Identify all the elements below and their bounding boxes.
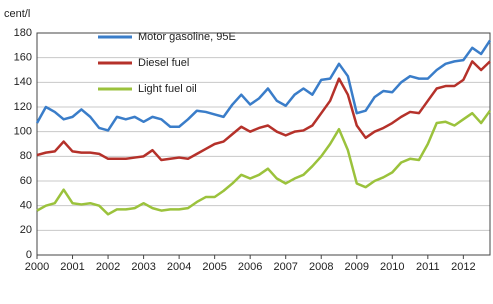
x-tick-label: 2005 — [202, 261, 226, 273]
x-tick-label: 2008 — [309, 261, 333, 273]
x-tick-label: 2003 — [131, 261, 155, 273]
x-tick-label: 2000 — [25, 261, 49, 273]
y-tick-label: 140 — [14, 76, 32, 88]
x-tick-label: 2010 — [380, 261, 404, 273]
legend-label: Light fuel oil — [138, 83, 197, 95]
plot-frame — [36, 32, 491, 256]
x-tick-label: 2011 — [416, 261, 440, 273]
y-tick-label: 60 — [20, 175, 32, 187]
x-tick-label: 2006 — [238, 261, 262, 273]
y-tick-label: 120 — [14, 101, 32, 113]
y-tick-label: 20 — [20, 224, 32, 236]
line-series — [36, 109, 492, 216]
x-tick-label: 2002 — [96, 261, 120, 273]
line-series — [36, 60, 491, 162]
y-tick-label: 180 — [14, 27, 32, 39]
y-tick-label: 40 — [20, 200, 32, 212]
x-tick-label: 2001 — [60, 261, 84, 273]
x-tick-label: 2009 — [345, 261, 369, 273]
y-tick-label: 100 — [14, 126, 32, 138]
x-tick-label: 2007 — [273, 261, 297, 273]
y-tick-label: 0 — [26, 249, 32, 261]
x-tick-label: 2004 — [167, 261, 191, 273]
legend-label: Diesel fuel — [138, 57, 189, 69]
legend-label: Motor gasoline, 95E — [138, 31, 236, 43]
y-tick-label: 80 — [20, 150, 32, 162]
y-tick-label: 160 — [14, 52, 32, 64]
line-series — [35, 39, 492, 132]
y-axis-label: cent/l — [4, 8, 30, 20]
x-tick-label: 2012 — [451, 261, 475, 273]
